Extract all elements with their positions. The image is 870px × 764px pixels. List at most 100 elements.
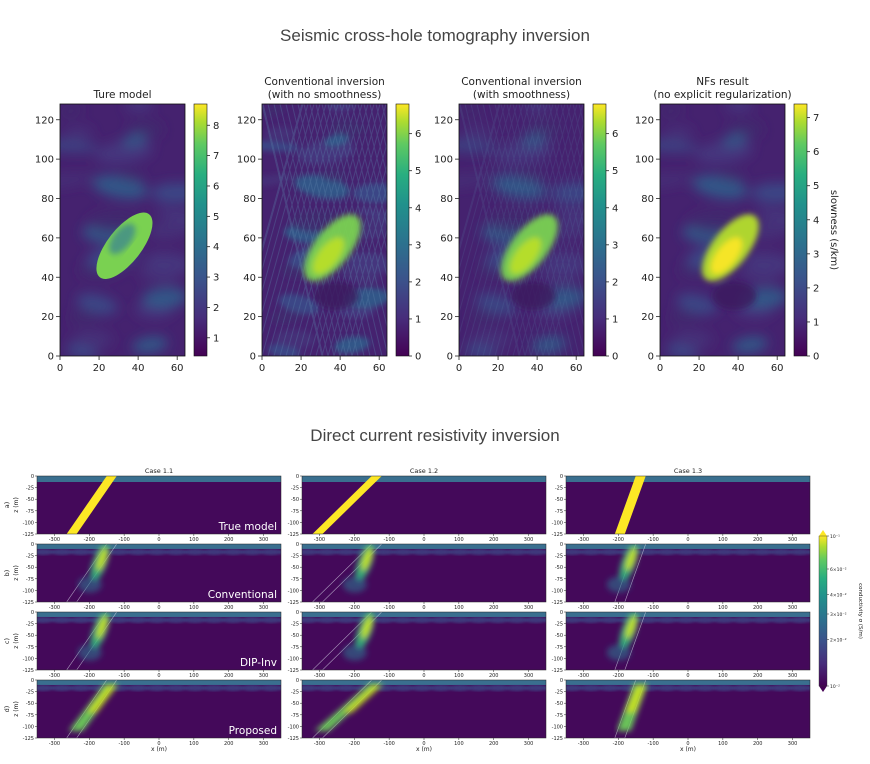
seismic-xtick: 20 (492, 363, 505, 374)
dc-xtick: -200 (84, 605, 95, 611)
seismic-xtick: 40 (531, 363, 544, 374)
seismic-ytick: 20 (243, 312, 256, 323)
dc-xtick: 300 (259, 605, 269, 611)
dc-xtick: -200 (349, 673, 360, 679)
dc-xtick: 200 (489, 605, 499, 611)
dc-ztick: -25 (291, 486, 299, 492)
seismic-panel-subtitle: (no explicit regularization) (653, 89, 791, 101)
dc-ztick: -75 (291, 645, 299, 651)
seismic-cbar-tick: 2 (612, 277, 618, 288)
dc-xtick: -200 (349, 537, 360, 543)
seismic-cbar-tick: 4 (213, 242, 219, 253)
dc-ztick: -125 (552, 532, 563, 538)
dc-ztick: -50 (291, 497, 299, 503)
seismic-cbar-tick: 1 (213, 333, 219, 344)
dc-ztick: -50 (291, 633, 299, 639)
dc-panel-r4-c3: 0 -25 -50 -75 -100 -125 -300 -200 -100 0 100 200 300… (552, 678, 811, 753)
dc-ztick: -100 (552, 656, 563, 662)
dc-xtick: -100 (647, 605, 658, 611)
dc-ztick: -75 (291, 577, 299, 583)
dc-xtick: -200 (84, 673, 95, 679)
dc-ztick: -50 (26, 701, 34, 707)
dc-image (302, 680, 546, 738)
dc-panel-r2-c1: 0 -25 -50 -75 -100 -125 -300 -200 -100 0 100 200 300… (13, 542, 282, 611)
dc-image (302, 544, 546, 602)
dc-xtick: 300 (259, 741, 269, 747)
dc-xtick: 0 (157, 537, 160, 543)
dc-xtick: 300 (788, 605, 798, 611)
seismic-cbar-tick: 6 (813, 147, 819, 158)
dc-ztick: -75 (26, 577, 34, 583)
dc-ztick: -100 (552, 588, 563, 594)
dc-xtick: 300 (259, 537, 269, 543)
dc-ztick: -50 (291, 701, 299, 707)
seismic-colorbar-3 (592, 103, 607, 357)
dc-ztick: -50 (26, 633, 34, 639)
dc-xtick: -100 (383, 605, 394, 611)
seismic-colorbar-1 (193, 103, 208, 357)
dc-true-dike (312, 476, 382, 534)
seismic-ytick: 100 (35, 155, 54, 166)
seismic-ytick: 120 (635, 115, 654, 126)
dc-xtick: 100 (718, 537, 728, 543)
dc-image (37, 476, 281, 534)
dc-panel-r3-c2: 0 -25 -50 -75 -100 -125 -300 -200 -100 0 100 200 300 (288, 610, 547, 679)
seismic-panel-subtitle: (with no smoothness) (268, 89, 382, 101)
dc-dike-outline (312, 544, 383, 602)
seismic-panel-title: Conventional inversion (461, 76, 582, 88)
seismic-cbar-tick: 0 (612, 352, 618, 363)
dc-xtick: -200 (349, 605, 360, 611)
dc-xtick: -100 (118, 673, 129, 679)
dc-xtick: 100 (718, 673, 728, 679)
dc-true-dike (66, 476, 117, 534)
dc-cbar-label: conductivity σ (S/m) (857, 583, 863, 639)
dc-case-title: Case 1.3 (674, 467, 702, 475)
seismic-ytick: 20 (41, 312, 54, 323)
dc-ztick: -125 (552, 736, 563, 742)
dc-xtick: 0 (157, 605, 160, 611)
dc-xtick: 0 (422, 673, 425, 679)
dc-ztick: -100 (552, 520, 563, 526)
seismic-image-1 (60, 104, 185, 356)
dc-ztick: -75 (555, 577, 563, 583)
dc-image (566, 612, 810, 670)
dc-xtick: 200 (489, 673, 499, 679)
seismic-xtick: 0 (57, 363, 63, 374)
dc-ztick: -100 (23, 656, 34, 662)
dc-ztick: -125 (288, 532, 299, 538)
seismic-xtick: 60 (771, 363, 784, 374)
dc-xtick: 100 (454, 537, 464, 543)
dc-xtick: 300 (788, 673, 798, 679)
dc-ztick: -75 (291, 509, 299, 515)
dc-xtick: -300 (314, 605, 325, 611)
seismic-ytick: 40 (41, 273, 54, 284)
dc-xtick: -100 (647, 741, 658, 747)
dc-xtick: 200 (753, 741, 763, 747)
seismic-ytick: 80 (440, 194, 453, 205)
dc-ztick: -100 (288, 656, 299, 662)
dc-image (302, 476, 546, 534)
dc-method-overlay: DIP-Inv (240, 657, 277, 669)
dc-ztick: -25 (555, 690, 563, 696)
seismic-image-2 (262, 104, 387, 356)
dc-ylabel: z (m) (13, 701, 20, 717)
dc-ztick: -25 (555, 486, 563, 492)
seismic-ytick: 100 (635, 155, 654, 166)
dc-cbar-tick: 3×10⁻² (830, 612, 847, 618)
dc-method-overlay: Proposed (229, 725, 277, 737)
seismic-cbar-tick: 3 (813, 249, 819, 260)
dc-panel-r2-c2: 0 -25 -50 -75 -100 -125 -300 -200 -100 0 100 200 300 (288, 542, 547, 611)
dc-dike-outline (312, 612, 383, 670)
seismic-xtick: 20 (693, 363, 706, 374)
dc-row-label: c) (3, 638, 11, 644)
seismic-colorbar-4 (793, 103, 808, 357)
dc-xtick: 200 (224, 741, 234, 747)
seismic-panel-title: Conventional inversion (264, 76, 385, 88)
dc-xtick: 0 (686, 741, 689, 747)
dc-ztick: -75 (291, 713, 299, 719)
dc-xtick: 300 (788, 741, 798, 747)
dc-xlabel: x (m) (680, 746, 696, 753)
dc-ztick: -25 (291, 554, 299, 560)
dc-xtick: 200 (489, 537, 499, 543)
